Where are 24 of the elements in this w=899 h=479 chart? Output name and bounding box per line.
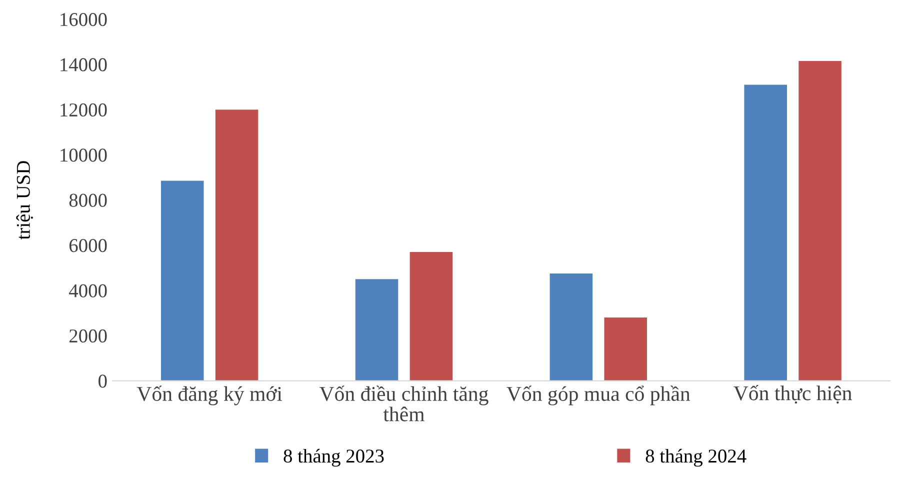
y-tick-label: 16000: [60, 12, 107, 26]
bar: [604, 318, 647, 381]
y-tick-label: 12000: [60, 103, 107, 117]
bar: [355, 279, 398, 381]
bar: [410, 252, 453, 381]
y-axis-title: triệu USD: [16, 161, 33, 240]
x-tick-label: Vốn điều chỉnh tăng thêm: [319, 386, 488, 422]
y-tick-label: 4000: [69, 284, 107, 298]
y-tick-label: 2000: [69, 329, 107, 343]
legend-label: 8 tháng 2024: [646, 448, 746, 467]
y-tick-label: 0: [98, 374, 107, 388]
x-tick-label: Vốn đăng ký mới: [136, 386, 282, 406]
y-tick-label: 10000: [60, 148, 107, 162]
bar: [550, 273, 593, 381]
y-tick-label: 14000: [60, 58, 107, 72]
bar: [798, 60, 842, 381]
legend-label: 8 tháng 2023: [284, 448, 384, 467]
x-tick-label: Vốn thực hiện: [734, 385, 852, 404]
bar: [215, 110, 258, 381]
y-tick-label: 8000: [69, 194, 107, 207]
y-tick-label: 6000: [69, 239, 107, 252]
bar: [744, 84, 787, 381]
bar: [160, 180, 204, 381]
x-tick-label: Vốn góp mua cổ phần: [506, 386, 690, 406]
